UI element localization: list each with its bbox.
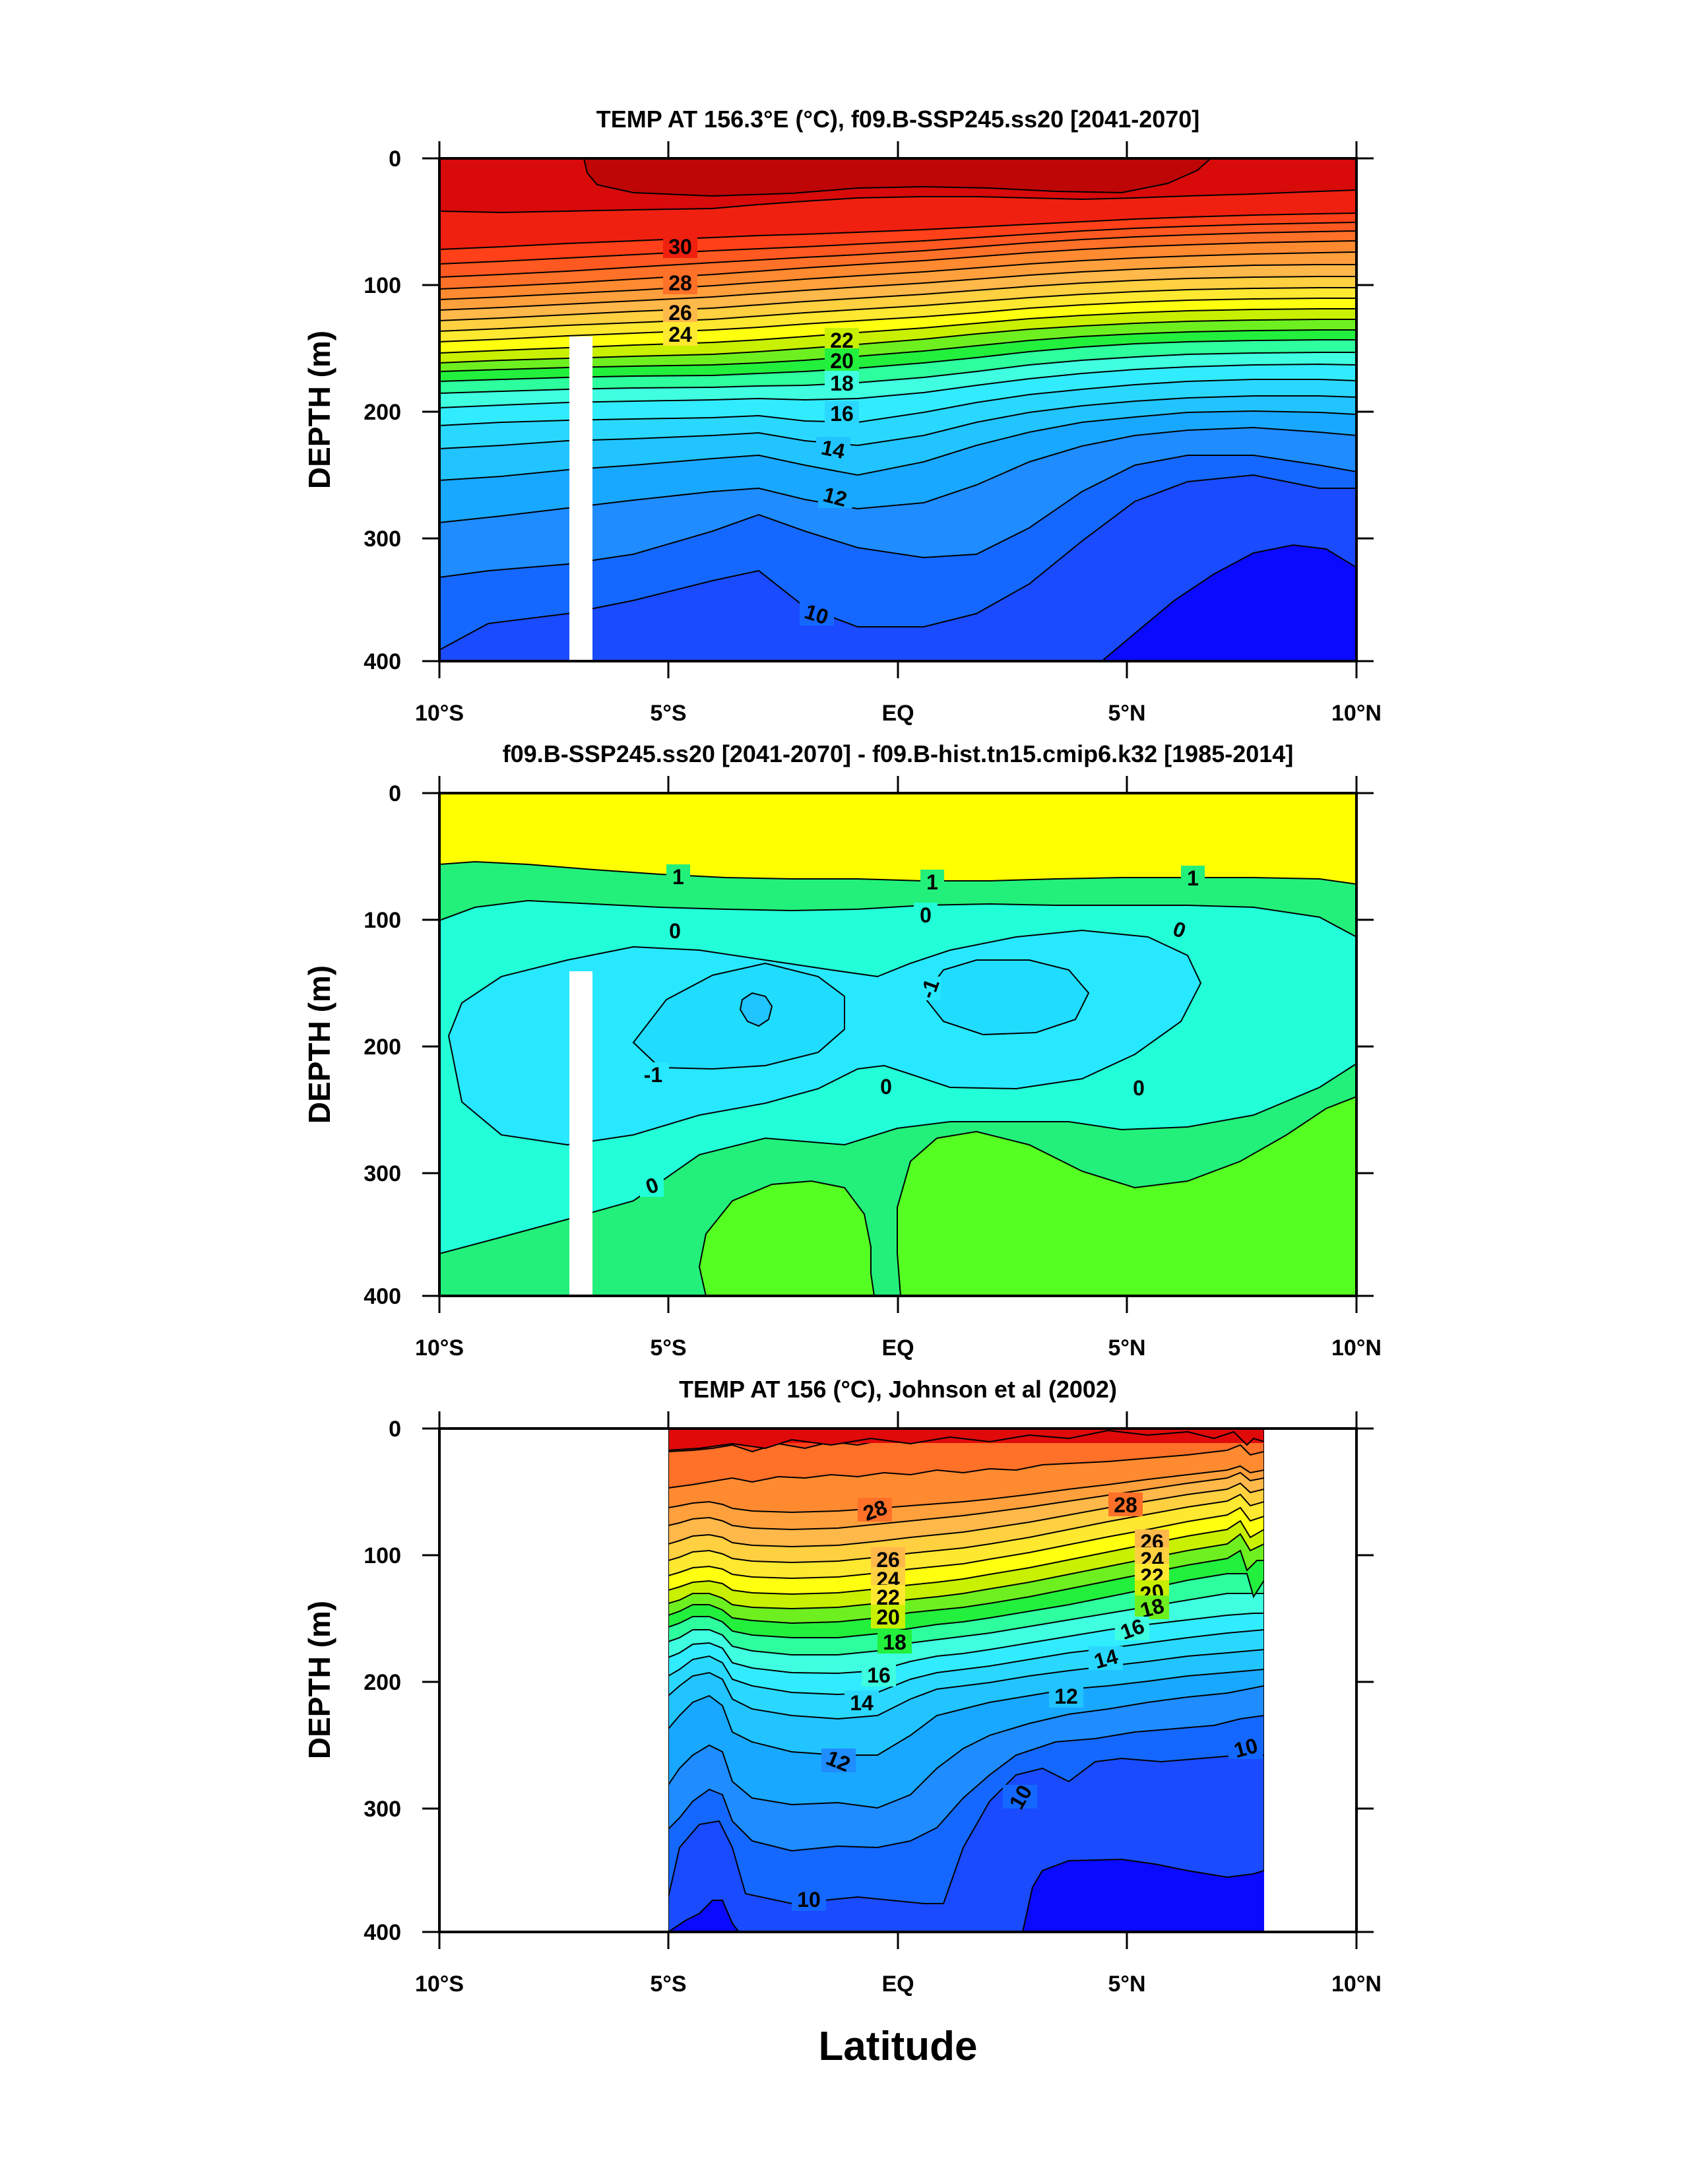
panel-1-band-deep	[1100, 544, 1356, 661]
x-tick-label: 10°S	[415, 1335, 464, 1361]
x-tick-label: EQ	[881, 1335, 914, 1361]
x-tick-label: 5°S	[650, 1972, 686, 1997]
x-tick-label: 10°S	[415, 1972, 464, 1997]
y-tick-label: 100	[364, 1543, 401, 1568]
panel-2-y-axis-label: DEPTH (m)	[302, 965, 336, 1124]
contour-label: 20	[876, 1605, 900, 1629]
panel-1-missing-data	[569, 337, 592, 661]
panel-3-x-tick-labels: 10°S 5°S EQ 5°N 10°N	[415, 1972, 1382, 1997]
panel-3-contour-labels: 28 28 26 26 24 24 22 22 20 20 18 18 16 1…	[792, 1493, 1263, 1911]
panel-2-band-small-blue	[739, 992, 773, 1027]
panel-2-band-blue	[632, 962, 845, 1070]
contour-label: 20	[830, 349, 854, 373]
y-tick-label: 300	[364, 527, 401, 552]
panel-2-x-tick-labels: 10°S 5°S EQ 5°N 10°N	[415, 1335, 1382, 1361]
y-tick-label: 100	[364, 908, 401, 933]
y-tick-label: 0	[389, 146, 401, 172]
panel-3-y-tick-labels: 0 100 200 300 400	[364, 1417, 401, 1945]
panel-3-y-axis-label: DEPTH (m)	[302, 1601, 336, 1759]
y-tick-label: 400	[364, 1284, 401, 1309]
contour-label: 10	[797, 1888, 821, 1911]
contour-label: 0	[880, 1075, 892, 1099]
x-tick-label: 5°S	[650, 1335, 686, 1361]
y-tick-label: 300	[364, 1161, 401, 1186]
contour-label: 0	[920, 903, 932, 927]
panel-3-band-cap	[668, 1429, 1264, 1452]
panel-2-band-green-right	[897, 1095, 1356, 1296]
x-tick-label: 10°N	[1331, 701, 1382, 726]
panel-2: f09.B-SSP245.ss20 [2041-2070] - f09.B-hi…	[302, 740, 1382, 1361]
panel-1-plot-area: 30 28 26 24 22 20 18 16 14 12 10	[439, 158, 1356, 661]
contour-label: 0	[1133, 1076, 1145, 1100]
panel-2-missing-data	[569, 971, 592, 1296]
panel-3-plot-area: 28 28 26 26 24 24 22 22 20 20 18 18 16 1…	[668, 1429, 1264, 1932]
panel-1-y-axis-label: DEPTH (m)	[302, 331, 336, 489]
x-tick-label: 10°N	[1331, 1972, 1382, 1997]
contour-label: 30	[668, 235, 692, 259]
panel-1-x-tick-labels: 10°S 5°S EQ 5°N 10°N	[415, 701, 1382, 726]
contour-label: -1	[644, 1063, 662, 1087]
x-tick-label: 5°N	[1108, 701, 1145, 726]
contour-label: 1	[1187, 866, 1199, 890]
panel-2-band-blue-right	[922, 959, 1090, 1036]
panel-1-band-31	[583, 158, 1212, 197]
panel-3-ticks	[422, 1411, 1374, 1949]
contour-label: 26	[668, 301, 692, 325]
contour-label: 1	[672, 865, 684, 889]
x-tick-label: 10°N	[1331, 1335, 1382, 1361]
x-tick-label: EQ	[881, 701, 914, 726]
contour-label: 24	[668, 323, 692, 346]
panel-1-y-tick-labels: 0 100 200 300 400	[364, 146, 401, 674]
panel-1-ticks	[422, 141, 1374, 678]
y-tick-label: 400	[364, 649, 401, 674]
contour-label: 18	[830, 371, 854, 395]
panel-1: TEMP AT 156.3°E (°C), f09.B-SSP245.ss20 …	[302, 106, 1382, 726]
contour-label: 12	[1054, 1685, 1078, 1708]
panel-1-contour-labels: 30 28 26 24 22 20 18 16 14 12 10	[663, 234, 859, 629]
x-axis-label: Latitude	[818, 2024, 977, 2069]
panel-3-title: TEMP AT 156 (°C), Johnson et al (2002)	[679, 1376, 1117, 1403]
x-tick-label: 5°N	[1108, 1335, 1145, 1361]
panel-2-contour-labels: 1 1 1 0 0 0 -1 -1 0 0 0	[637, 864, 1205, 1199]
panel-3: TEMP AT 156 (°C), Johnson et al (2002)	[302, 1376, 1382, 1997]
y-tick-label: 0	[389, 1417, 401, 1442]
panel-2-band-green-low	[698, 1180, 876, 1296]
contour-label: 16	[867, 1663, 891, 1687]
x-tick-label: 5°S	[650, 701, 686, 726]
y-tick-label: 400	[364, 1920, 401, 1945]
y-tick-label: 100	[364, 273, 401, 298]
y-tick-label: 0	[389, 781, 401, 806]
contour-label: 14	[850, 1691, 874, 1715]
contour-label: 18	[883, 1630, 907, 1654]
y-tick-label: 200	[364, 1670, 401, 1695]
y-tick-label: 300	[364, 1797, 401, 1822]
y-tick-label: 200	[364, 1035, 401, 1060]
panel-1-title: TEMP AT 156.3°E (°C), f09.B-SSP245.ss20 …	[596, 106, 1200, 133]
contour-label: 1	[926, 870, 938, 894]
contour-label: 14	[819, 435, 847, 464]
panel-2-ticks	[422, 776, 1374, 1313]
panel-2-title: f09.B-SSP245.ss20 [2041-2070] - f09.B-hi…	[503, 740, 1294, 767]
contour-label: 28	[1114, 1493, 1137, 1517]
panel-2-plot-area: 1 1 1 0 0 0 -1 -1 0 0 0	[439, 793, 1356, 1296]
x-tick-label: EQ	[881, 1972, 914, 1997]
contour-label: 16	[830, 402, 854, 426]
panel-2-y-tick-labels: 0 100 200 300 400	[364, 781, 401, 1309]
x-tick-label: 5°N	[1108, 1972, 1145, 1997]
contour-label: 28	[668, 271, 692, 295]
x-tick-label: 10°S	[415, 701, 464, 726]
y-tick-label: 200	[364, 400, 401, 425]
contour-label: 0	[669, 919, 681, 943]
